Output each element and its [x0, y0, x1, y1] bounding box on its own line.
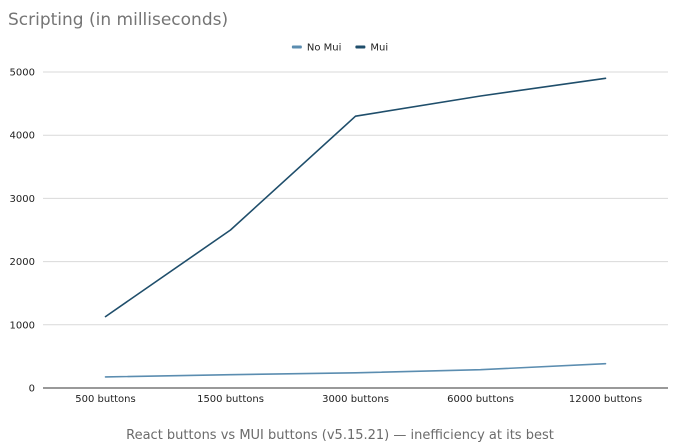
y-tick-label: 4000: [10, 131, 35, 142]
x-tick-label: 500 buttons: [75, 394, 135, 405]
y-tick-label: 3000: [10, 194, 35, 205]
legend-swatch: [355, 45, 366, 49]
x-tick-label: 1500 buttons: [197, 394, 264, 405]
chart-title: Scripting (in milliseconds): [8, 10, 228, 30]
series-lines: [104, 77, 607, 378]
legend-label: No Mui: [307, 43, 342, 54]
y-tick-label: 0: [29, 384, 35, 395]
legend-swatch: [291, 45, 302, 49]
x-tick-label: 6000 buttons: [447, 394, 514, 405]
y-tick-label: 1000: [10, 320, 35, 331]
x-axis: 500 buttons 1500 buttons 3000 buttons 6000 …: [75, 394, 642, 405]
series-line: [104, 77, 607, 318]
legend-label: Mui: [370, 43, 388, 54]
legend-item: No Mui: [291, 43, 342, 54]
x-tick-label: 3000 buttons: [322, 394, 389, 405]
y-axis: 0 1000 2000 3000 4000 5000: [10, 68, 35, 395]
y-tick-label: 5000: [10, 68, 35, 79]
legend: No Mui Mui: [291, 43, 388, 54]
x-tick-label: 12000 buttons: [569, 394, 642, 405]
legend-item: Mui: [355, 43, 388, 54]
chart-caption: React buttons vs MUI buttons (v5.15.21) …: [126, 428, 554, 443]
grid: [43, 71, 668, 389]
series-line: [104, 362, 607, 378]
y-tick-label: 2000: [10, 257, 35, 268]
